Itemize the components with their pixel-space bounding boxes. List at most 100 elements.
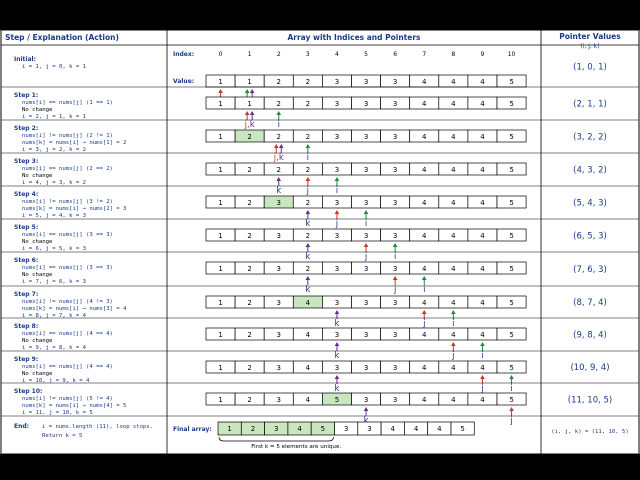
array-value: 4 bbox=[480, 166, 485, 174]
value-label: Value: bbox=[173, 78, 194, 85]
index-number: 3 bbox=[306, 51, 310, 58]
step-line: i = 2, j = 1, k = 1 bbox=[22, 114, 86, 120]
array-value: 1 bbox=[218, 166, 222, 174]
step-line: nums[i] != nums[j] (4 != 3) bbox=[22, 299, 113, 305]
right-subheader: (i, j, k) bbox=[580, 43, 599, 50]
pointer-j-label: j bbox=[451, 351, 454, 361]
array-value: 3 bbox=[335, 364, 339, 372]
pointer-i-head bbox=[422, 276, 427, 280]
pointer-values: (4, 3, 2) bbox=[573, 166, 607, 176]
end-line-2: Return k = 5 bbox=[42, 433, 82, 439]
pointer-k-head bbox=[335, 342, 340, 346]
array-value: 1 bbox=[218, 78, 222, 86]
pointer-k-label: k bbox=[334, 319, 339, 329]
array-value: 3 bbox=[393, 396, 397, 404]
step-line: No change bbox=[22, 239, 53, 245]
pointer-k-label: k bbox=[250, 120, 255, 130]
array-value: 2 bbox=[247, 396, 251, 404]
array-value: 3 bbox=[277, 364, 281, 372]
array-value: 3 bbox=[393, 364, 397, 372]
array-value: 3 bbox=[277, 265, 281, 273]
array-value: 4 bbox=[306, 396, 311, 404]
right-header: Pointer Values bbox=[559, 32, 621, 41]
pointer-i-label: i bbox=[452, 319, 454, 329]
array-value: 3 bbox=[277, 396, 281, 404]
final-value: 4 bbox=[414, 425, 419, 433]
step-line: nums[i] == nums[j] (3 == 3) bbox=[22, 232, 113, 238]
array-value: 3 bbox=[393, 199, 397, 207]
array-value: 1 bbox=[218, 265, 222, 273]
array-value: 1 bbox=[218, 364, 222, 372]
pointer-k-head bbox=[306, 243, 311, 247]
array-value: 3 bbox=[393, 265, 397, 273]
array-value: 4 bbox=[480, 299, 485, 307]
step-line: i = 3, j = 2, k = 2 bbox=[22, 147, 86, 153]
array-value: 4 bbox=[451, 133, 456, 141]
step-line: i = 4, j = 3, k = 2 bbox=[22, 180, 86, 186]
pointer-j-label: j bbox=[422, 319, 425, 329]
pointer-j-label: j bbox=[364, 252, 367, 262]
array-value: 3 bbox=[364, 364, 368, 372]
pointer-k-head bbox=[335, 310, 340, 314]
array-value: 4 bbox=[480, 199, 485, 207]
array-value: 2 bbox=[247, 232, 251, 240]
array-value: 4 bbox=[306, 299, 311, 307]
pointer-k-head bbox=[276, 177, 281, 181]
array-value: 3 bbox=[393, 331, 397, 339]
array-value: 4 bbox=[451, 396, 456, 404]
array-value: 3 bbox=[277, 299, 281, 307]
array-value: 3 bbox=[393, 166, 397, 174]
pointer-j-label: j bbox=[306, 186, 309, 196]
array-value: 4 bbox=[480, 133, 485, 141]
array-value: 5 bbox=[509, 331, 513, 339]
array-value: 4 bbox=[306, 364, 311, 372]
pointer-i-head bbox=[393, 243, 398, 247]
step-title: Initial: bbox=[14, 56, 36, 63]
array-value: 3 bbox=[393, 133, 397, 141]
step-title: Step 7: bbox=[14, 291, 38, 298]
final-value: 2 bbox=[251, 425, 255, 433]
step-line: i = 9, j = 8, k = 4 bbox=[22, 345, 87, 351]
array-value: 1 bbox=[218, 100, 222, 108]
array-value: 4 bbox=[451, 100, 456, 108]
step-line: No change bbox=[22, 173, 53, 179]
array-value: 3 bbox=[335, 299, 339, 307]
pointer-shared-label: j,k bbox=[244, 120, 255, 130]
array-value: 3 bbox=[364, 265, 368, 273]
step-line: i = 7, j = 6, k = 3 bbox=[22, 279, 86, 285]
step-line: nums[i] == nums[j] (2 == 2) bbox=[22, 166, 113, 172]
pointer-k-label: k bbox=[305, 219, 310, 229]
array-value: 1 bbox=[218, 133, 222, 141]
pointer-k-label: k bbox=[276, 186, 281, 196]
array-value: 3 bbox=[393, 100, 397, 108]
index-number: 2 bbox=[277, 51, 281, 58]
array-value: 4 bbox=[451, 78, 456, 86]
array-value: 2 bbox=[247, 299, 251, 307]
array-value: 2 bbox=[306, 232, 310, 240]
index-number: 5 bbox=[364, 51, 368, 58]
pointer-k-label: k bbox=[334, 351, 339, 361]
pointer-k-label: k bbox=[305, 285, 310, 295]
array-value: 5 bbox=[509, 133, 513, 141]
pointer-i-head bbox=[451, 310, 456, 314]
step-line: i = 11, j = 10, k = 5 bbox=[22, 410, 93, 416]
step-line: nums[k] = nums[i] → nums[3] = 4 bbox=[22, 306, 127, 312]
array-value: 4 bbox=[422, 265, 427, 273]
pointer-values: (5, 4, 3) bbox=[573, 199, 607, 209]
unique-brace bbox=[219, 437, 334, 441]
array-value: 4 bbox=[480, 232, 485, 240]
pointer-k-label: k bbox=[279, 153, 284, 163]
step-line: No change bbox=[22, 371, 53, 377]
array-value: 3 bbox=[335, 265, 339, 273]
pointer-i-head bbox=[480, 342, 485, 346]
index-number: 8 bbox=[451, 51, 455, 58]
array-value: 2 bbox=[306, 265, 310, 273]
array-value: 2 bbox=[277, 100, 281, 108]
array-value: 4 bbox=[422, 299, 427, 307]
pointer-values: (7, 6, 3) bbox=[573, 265, 607, 275]
pointer-values: (10, 9, 4) bbox=[570, 363, 609, 373]
final-result: (i, j, k) = (11, 10, 5) bbox=[551, 429, 628, 435]
array-value: 3 bbox=[393, 78, 397, 86]
step-title: Step 2: bbox=[14, 125, 38, 132]
pointer-i-label: i bbox=[365, 219, 367, 229]
